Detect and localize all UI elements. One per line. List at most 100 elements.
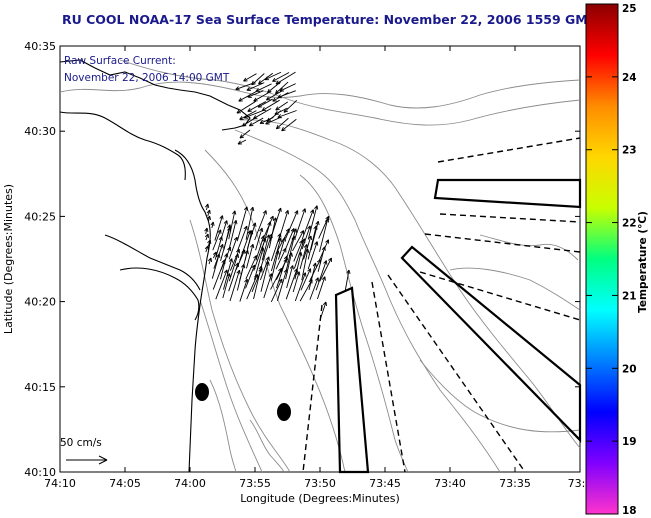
colorbar-tick-label: 19 bbox=[622, 436, 637, 448]
current-vector bbox=[294, 208, 307, 240]
polygon-diagonal-lane bbox=[400, 245, 582, 443]
current-vector bbox=[272, 72, 290, 82]
current-vector bbox=[299, 279, 313, 302]
current-vector bbox=[204, 233, 209, 241]
y-axis-ticks: 40:35 40:30 40:25 40:20 40:15 40:10 bbox=[24, 40, 580, 479]
current-vector bbox=[243, 109, 264, 119]
current-vector bbox=[285, 210, 299, 239]
current-vector bbox=[212, 251, 217, 259]
colorbar-tick-label: 24 bbox=[622, 72, 637, 84]
current-vector bbox=[255, 227, 264, 251]
y-tick-label: 40:25 bbox=[24, 210, 56, 223]
current-vector bbox=[207, 257, 212, 265]
figure-title: RU COOL NOAA-17 Sea Surface Temperature:… bbox=[62, 12, 597, 27]
x-tick-label: 73:50 bbox=[304, 477, 336, 490]
y-tick-label: 40:30 bbox=[24, 125, 56, 138]
x-tick-label: 73:40 bbox=[434, 477, 466, 490]
current-vector bbox=[206, 209, 211, 217]
dashed-line bbox=[371, 281, 406, 473]
current-vector bbox=[285, 268, 298, 300]
bathymetry-contour bbox=[189, 219, 291, 473]
current-vector bbox=[281, 118, 297, 132]
current-vector bbox=[206, 215, 212, 223]
bathymetry-contour bbox=[59, 79, 581, 109]
colorbar-tick-label: 25 bbox=[622, 3, 637, 15]
current-vector bbox=[278, 237, 287, 260]
current-vector bbox=[204, 203, 210, 211]
current-vector bbox=[286, 235, 296, 270]
current-vector bbox=[270, 237, 282, 272]
bathymetry-contour bbox=[299, 174, 409, 473]
current-vector bbox=[260, 261, 270, 292]
current-vector bbox=[319, 257, 332, 282]
current-vector bbox=[246, 82, 265, 91]
y-tick-label: 40:15 bbox=[24, 381, 56, 394]
x-tick-label: 74:00 bbox=[174, 477, 206, 490]
current-vector bbox=[275, 248, 287, 270]
current-vector bbox=[270, 233, 282, 262]
current-vector bbox=[317, 246, 326, 272]
current-vector bbox=[215, 269, 228, 300]
coastline-staten-island bbox=[59, 59, 251, 131]
current-vector bbox=[238, 90, 258, 102]
current-vector bbox=[212, 259, 226, 290]
current-vector bbox=[292, 271, 301, 293]
current-vector bbox=[212, 229, 222, 251]
current-vector bbox=[294, 272, 307, 302]
bathymetry-contour bbox=[204, 149, 346, 473]
current-vector bbox=[228, 236, 238, 260]
current-vector bbox=[245, 255, 258, 280]
y-axis-label: Latitude (Degrees:Minutes) bbox=[2, 184, 15, 334]
current-vector bbox=[228, 210, 237, 240]
current-vector bbox=[315, 260, 328, 291]
current-vector bbox=[245, 206, 255, 240]
current-vectors bbox=[204, 71, 351, 321]
y-tick-label: 40:20 bbox=[24, 296, 56, 309]
survey-polygons bbox=[334, 178, 582, 474]
dashed-line bbox=[302, 304, 323, 473]
current-vector bbox=[265, 116, 282, 125]
current-vector bbox=[253, 90, 272, 102]
current-vector bbox=[237, 139, 247, 145]
dashed-line bbox=[437, 137, 581, 163]
current-vector bbox=[210, 221, 215, 229]
current-vector bbox=[276, 269, 288, 301]
bathymetry-contour bbox=[249, 419, 285, 473]
x-axis-label: Longitude (Degrees:Minutes) bbox=[240, 492, 400, 505]
current-vector bbox=[239, 110, 257, 120]
y-tick-label: 40:10 bbox=[24, 466, 56, 479]
current-vector bbox=[310, 220, 320, 251]
current-vector bbox=[228, 219, 238, 251]
bathymetry-contour bbox=[199, 299, 263, 473]
x-tick-label: 74:05 bbox=[109, 477, 141, 490]
survey-marker bbox=[277, 403, 291, 421]
current-vector bbox=[286, 265, 294, 289]
colorbar-ticks: 25 24 23 22 21 20 19 18 bbox=[586, 3, 637, 517]
bathymetry-contour bbox=[479, 234, 579, 261]
current-vector bbox=[246, 274, 259, 300]
inset-label-line2: November 22, 2006 14:00 GMT bbox=[64, 72, 230, 84]
current-vector bbox=[239, 278, 249, 302]
scale-bar-label: 50 cm/s bbox=[60, 437, 102, 449]
current-vector bbox=[220, 227, 232, 262]
current-vector bbox=[229, 269, 241, 302]
coastline bbox=[59, 59, 251, 473]
current-vector bbox=[237, 206, 249, 240]
current-vector bbox=[229, 249, 240, 271]
current-vector bbox=[254, 247, 265, 280]
current-vector bbox=[222, 273, 231, 299]
bathymetry-contour bbox=[234, 129, 501, 473]
bathymetry-contour bbox=[239, 119, 581, 449]
colorbar-tick-label: 21 bbox=[622, 290, 637, 302]
current-vector bbox=[274, 107, 288, 115]
current-vector bbox=[307, 205, 319, 240]
current-vector bbox=[317, 276, 326, 300]
bathymetry-contour bbox=[449, 267, 581, 311]
colorbar-tick-label: 23 bbox=[622, 145, 637, 157]
x-tick-label: 73:45 bbox=[369, 477, 401, 490]
current-vector bbox=[309, 277, 319, 300]
current-vector bbox=[276, 255, 288, 289]
current-vector bbox=[301, 209, 315, 240]
current-vector bbox=[285, 252, 293, 280]
current-vector bbox=[263, 273, 273, 299]
